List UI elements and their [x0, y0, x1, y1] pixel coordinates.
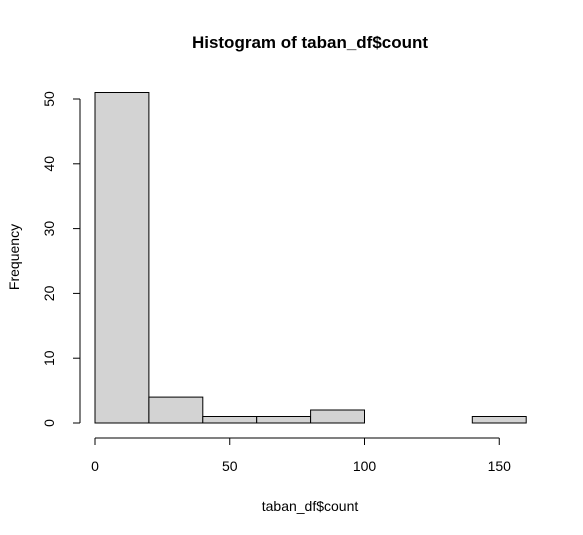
y-tick-label-20: 20: [41, 285, 57, 301]
y-tick-label-10: 10: [41, 350, 57, 366]
y-tick-label-0: 0: [41, 419, 57, 427]
histogram-bar-60-80: [256, 416, 312, 424]
histogram-bar-40-60: [202, 416, 258, 424]
y-tick-label-50: 50: [41, 91, 57, 107]
histogram-bar-0-20: [94, 92, 150, 424]
histogram-bar-80-100: [310, 409, 366, 424]
histogram-bar-140-160: [471, 416, 527, 424]
x-tick-label-50: 50: [222, 458, 238, 474]
x-axis: 0 50 100 150: [91, 437, 512, 474]
histogram-bar-20-40: [148, 396, 204, 424]
bars-group: [94, 92, 527, 424]
x-tick-label-0: 0: [91, 458, 99, 474]
y-axis-label: Frequency: [6, 224, 22, 290]
y-tick-label-40: 40: [41, 156, 57, 172]
x-tick-label-150: 150: [488, 458, 512, 474]
y-axis: 0 10 20 30 40 50: [41, 91, 81, 427]
x-axis-label: taban_df$count: [262, 498, 359, 514]
y-tick-label-30: 30: [41, 221, 57, 237]
chart-title: Histogram of taban_df$count: [192, 33, 428, 52]
x-tick-label-100: 100: [353, 458, 377, 474]
